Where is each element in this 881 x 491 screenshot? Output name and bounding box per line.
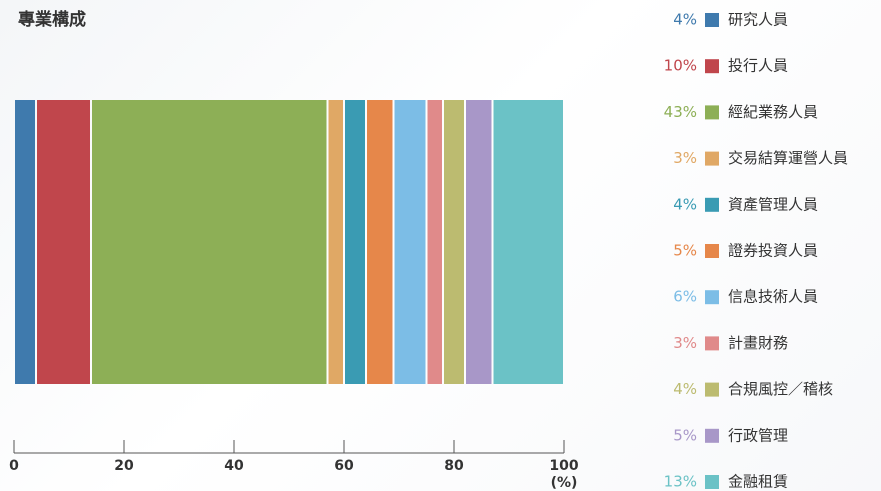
x-axis-label: (%) [551, 475, 578, 491]
legend-value: 4% [673, 195, 697, 213]
legend-label: 經紀業務人員 [728, 103, 818, 121]
legend-label: 研究人員 [728, 11, 788, 29]
x-tick-label: 80 [444, 458, 464, 474]
bar-segment [15, 100, 35, 384]
legend-value: 10% [664, 57, 697, 75]
x-tick-label: 40 [224, 458, 244, 474]
legend-label: 信息技術人員 [728, 288, 818, 306]
legend-value: 6% [673, 288, 697, 306]
legend-swatch [705, 475, 719, 489]
legend-swatch [705, 59, 719, 74]
legend-value: 5% [673, 242, 697, 260]
legend-swatch [705, 105, 719, 120]
legend-label: 金融租賃 [728, 473, 788, 491]
legend-value: 4% [673, 11, 697, 29]
legend-swatch [705, 13, 719, 27]
legend-swatch [705, 197, 719, 212]
legend-label: 行政管理 [728, 426, 788, 444]
chart-title: 專業構成 [18, 9, 86, 30]
legend-value: 5% [673, 426, 697, 444]
legend-swatch [705, 428, 719, 443]
legend-label: 投行人員 [728, 57, 788, 75]
legend-value: 4% [673, 380, 697, 398]
legend-value: 13% [664, 473, 697, 491]
bar-segment [367, 100, 393, 384]
x-tick-label: 60 [334, 458, 354, 474]
x-tick-label: 0 [9, 458, 19, 474]
legend-swatch [705, 151, 719, 166]
bar-segment [37, 100, 90, 384]
bar-segment [345, 100, 365, 384]
legend-value: 3% [673, 334, 697, 352]
x-tick-label: 100 [549, 458, 578, 474]
bar-segment [328, 100, 343, 384]
legend-swatch [705, 336, 719, 351]
legend-label: 計畫財務 [728, 334, 788, 352]
bar-segment [466, 100, 492, 384]
bar-segment [92, 100, 327, 384]
bar-segment [394, 100, 426, 384]
legend-label: 交易結算運營人員 [728, 149, 848, 167]
legend-label: 資產管理人員 [728, 195, 818, 213]
legend-label: 證券投資人員 [728, 242, 818, 260]
legend-value: 43% [664, 103, 697, 121]
legend-value: 3% [673, 149, 697, 167]
bar-segment [427, 100, 442, 384]
bar-segment [444, 100, 464, 384]
legend-label: 合規風控／稽核 [728, 380, 833, 398]
legend-swatch [705, 382, 719, 397]
x-tick-label: 20 [114, 458, 134, 474]
bar-segment [493, 100, 563, 384]
legend-swatch [705, 244, 719, 258]
legend-swatch [705, 290, 719, 305]
